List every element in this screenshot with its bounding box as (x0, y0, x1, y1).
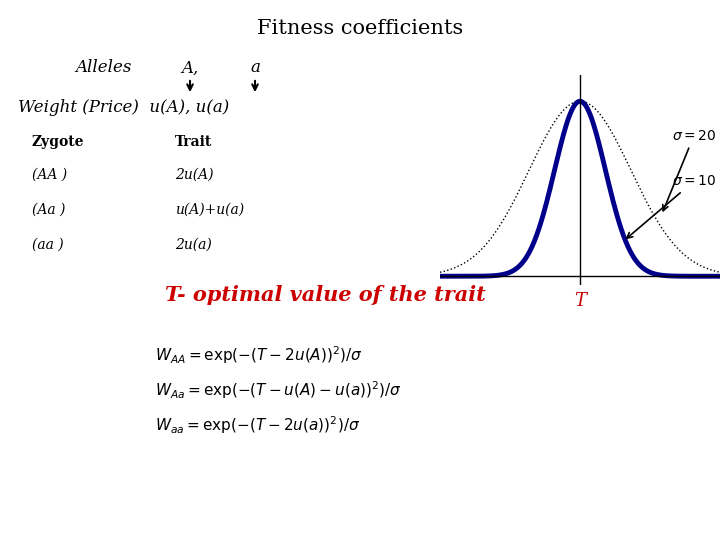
Text: $W_{aa} = \mathrm{exp}(-(T-2u(a))^2)/\sigma$: $W_{aa} = \mathrm{exp}(-(T-2u(a))^2)/\si… (155, 414, 360, 436)
Text: A,: A, (181, 59, 199, 77)
Text: $W_{Aa} = \mathrm{exp}(-(T-u(A)-u(a))^2)/\sigma$: $W_{Aa} = \mathrm{exp}(-(T-u(A)-u(a))^2)… (155, 379, 402, 401)
Text: (AA ): (AA ) (32, 168, 67, 182)
Text: 2u(a): 2u(a) (175, 238, 212, 252)
Text: Zygote: Zygote (32, 135, 84, 149)
Text: T- optimal value of the trait: T- optimal value of the trait (165, 285, 486, 305)
Text: Weight (Price)  u(A), u(a): Weight (Price) u(A), u(a) (18, 99, 229, 117)
Text: a: a (250, 59, 260, 77)
Text: (aa ): (aa ) (32, 238, 63, 252)
Text: $W_{AA} = \mathrm{exp}(-(T-2u(A))^2)/\sigma$: $W_{AA} = \mathrm{exp}(-(T-2u(A))^2)/\si… (155, 344, 363, 366)
Text: $\sigma = 20$: $\sigma = 20$ (662, 129, 716, 211)
Text: Fitness coefficients: Fitness coefficients (257, 18, 463, 37)
Text: 2u(A): 2u(A) (175, 168, 214, 182)
Text: Trait: Trait (175, 135, 212, 149)
Text: T: T (574, 292, 586, 310)
Text: u(A)+u(a): u(A)+u(a) (175, 203, 244, 217)
Text: $\sigma = 10$: $\sigma = 10$ (627, 174, 716, 238)
Text: (Aa ): (Aa ) (32, 203, 66, 217)
Text: Alleles: Alleles (75, 59, 131, 77)
